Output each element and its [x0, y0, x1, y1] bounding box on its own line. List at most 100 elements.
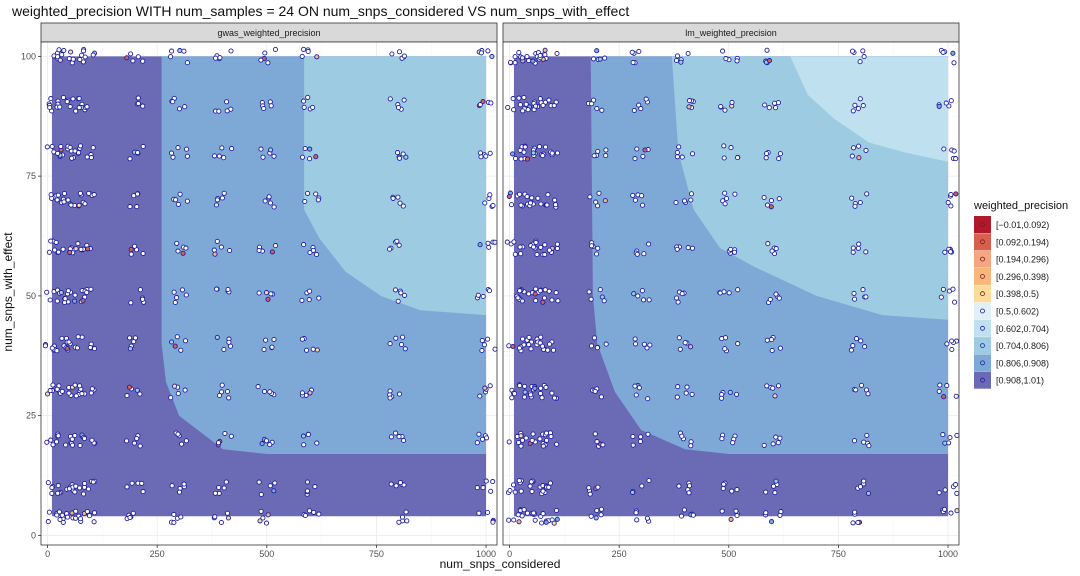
sample-point — [172, 383, 178, 389]
sample-point — [474, 485, 480, 491]
sample-point — [638, 106, 644, 112]
sample-point — [593, 515, 599, 521]
sample-point — [211, 153, 218, 159]
sample-point — [478, 50, 484, 56]
sample-point — [764, 337, 770, 343]
sample-point — [227, 247, 233, 254]
sample-point — [639, 288, 645, 294]
sample-point — [953, 191, 959, 197]
sample-point — [176, 106, 183, 112]
legend-marker — [980, 239, 985, 245]
sample-point — [674, 149, 680, 156]
sample-point — [398, 290, 404, 296]
sample-point — [402, 346, 408, 352]
sample-point — [540, 443, 546, 449]
legend-swatch — [974, 302, 991, 320]
sample-point — [42, 343, 48, 349]
sample-point — [526, 342, 532, 348]
sample-point — [646, 297, 652, 303]
sample-point — [764, 383, 770, 389]
sample-point — [948, 98, 954, 104]
sample-point — [540, 102, 546, 108]
sample-point — [73, 108, 79, 114]
sample-point — [66, 390, 72, 396]
sample-point — [954, 508, 960, 514]
sample-point — [60, 519, 66, 525]
sample-point — [523, 101, 529, 107]
sample-point — [532, 291, 538, 297]
panel-border — [502, 41, 960, 546]
sample-point — [170, 154, 176, 160]
sample-point — [675, 299, 681, 305]
sample-point — [486, 288, 493, 294]
sample-point — [48, 238, 54, 244]
sample-point — [536, 144, 543, 150]
legend-marker — [980, 308, 985, 314]
sample-point — [591, 335, 597, 341]
sample-point — [602, 198, 608, 204]
sample-point — [74, 345, 80, 351]
y-tick-label: 100 — [21, 51, 36, 61]
sample-point — [734, 391, 740, 397]
sample-point — [221, 485, 227, 491]
legend-swatch — [974, 216, 991, 233]
sample-point — [171, 519, 177, 526]
sample-point — [48, 96, 54, 102]
sample-point — [76, 150, 82, 156]
sample-point — [675, 384, 681, 390]
sample-point — [128, 246, 134, 253]
sample-point — [77, 485, 83, 491]
sample-point — [85, 246, 91, 252]
sample-point — [644, 345, 650, 351]
sample-point — [537, 52, 543, 59]
sample-point — [603, 147, 609, 153]
legend-swatch — [974, 285, 991, 303]
sample-point — [212, 490, 218, 496]
sample-point — [735, 287, 741, 293]
sample-point — [139, 480, 145, 486]
sample-point — [57, 104, 63, 110]
sample-point — [953, 393, 959, 399]
sample-point — [688, 443, 694, 449]
sample-point — [952, 299, 958, 305]
sample-point — [674, 53, 681, 59]
sample-point — [591, 56, 597, 62]
legend-label: [0.194,0.296) — [996, 255, 1049, 265]
sample-point — [547, 480, 553, 486]
sample-point — [686, 98, 693, 104]
sample-point — [137, 391, 143, 397]
sample-point — [73, 246, 79, 252]
sample-point — [517, 288, 523, 294]
sample-point — [645, 431, 651, 437]
legend-item: [0.602,0.704) — [974, 319, 1049, 337]
sample-point — [314, 440, 320, 446]
sample-point — [777, 151, 783, 157]
sample-point — [554, 245, 560, 252]
legend-label: [0.398,0.5) — [996, 289, 1039, 299]
sample-point — [772, 490, 778, 496]
sample-point — [47, 104, 53, 111]
sample-point — [401, 437, 407, 444]
sample-point — [59, 388, 65, 394]
sample-point — [395, 194, 401, 200]
sample-point — [729, 99, 735, 105]
sample-point — [764, 47, 770, 53]
legend-marker — [980, 377, 985, 383]
sample-point — [589, 101, 595, 107]
sample-point — [77, 383, 83, 389]
sample-point — [942, 506, 948, 512]
sample-point — [492, 239, 498, 245]
sample-point — [518, 251, 524, 257]
sample-point — [68, 202, 74, 208]
sample-point — [255, 384, 261, 390]
sample-point — [530, 58, 536, 64]
sample-point — [184, 153, 190, 159]
sample-point — [537, 340, 543, 346]
legend-label: [0.092,0.194) — [996, 237, 1049, 247]
y-tick-label: 25 — [26, 411, 36, 421]
sample-point — [685, 50, 691, 57]
sample-point — [768, 204, 774, 210]
sample-point — [864, 191, 870, 197]
sample-point — [518, 443, 524, 449]
sample-point — [952, 482, 959, 488]
